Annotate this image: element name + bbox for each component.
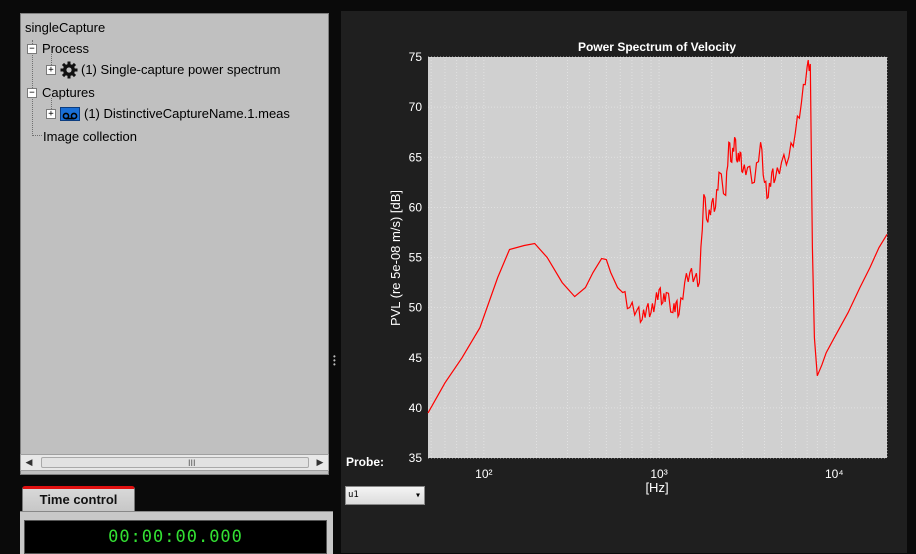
y-tick-labels: 35 40 45 50 55 60 65 70 75 — [409, 50, 423, 465]
x-tick-label: 10³ — [650, 467, 667, 481]
y-tick-label: 70 — [409, 100, 423, 114]
chart-x-axis-label: [Hz] — [645, 480, 668, 495]
y-tick-label: 65 — [409, 150, 423, 164]
y-tick-label: 45 — [409, 351, 423, 365]
y-tick-label: 50 — [409, 301, 423, 315]
chart-title: Power Spectrum of Velocity — [578, 40, 736, 54]
chart-y-axis-label: PVL (re 5e-08 m/s) [dB] — [388, 190, 403, 326]
probe-label: Probe: — [346, 455, 384, 469]
y-tick-label: 35 — [409, 451, 423, 465]
y-tick-label: 55 — [409, 251, 423, 265]
chevron-down-icon: ▾ — [415, 487, 421, 504]
probe-select[interactable]: u1 ▾ — [345, 486, 425, 505]
y-tick-label: 75 — [409, 50, 423, 64]
x-tick-labels: 10² 10³ 10⁴ — [475, 467, 843, 481]
probe-select-value: u1 — [348, 490, 359, 500]
y-tick-label: 60 — [409, 200, 423, 214]
x-tick-label: 10⁴ — [825, 467, 844, 481]
x-tick-label: 10² — [475, 467, 492, 481]
y-tick-label: 40 — [409, 401, 423, 415]
